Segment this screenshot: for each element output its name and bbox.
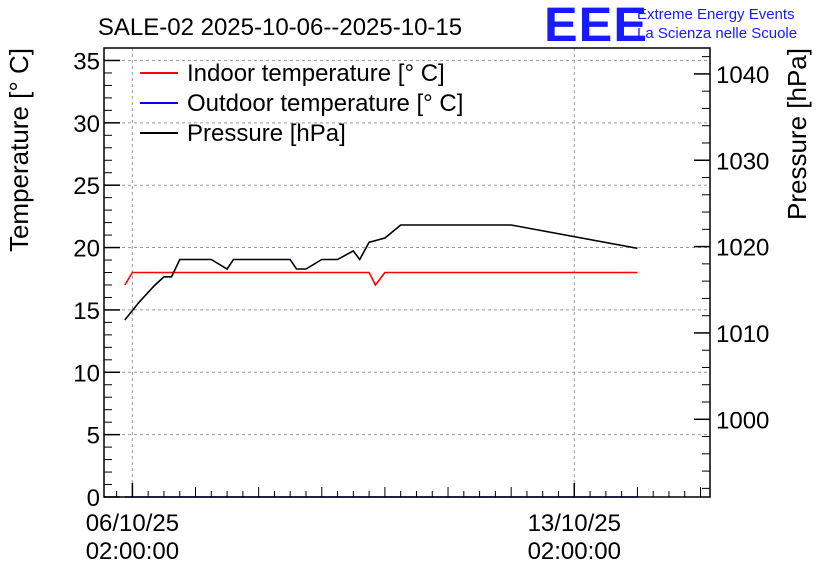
- y-tick-label: 0: [87, 485, 100, 512]
- eee-logo: EEE Extreme Energy Events La Scienza nel…: [544, 0, 834, 52]
- logo-subtitle-2: La Scienza nelle Scuole: [637, 25, 798, 42]
- y-tick-label: 5: [87, 423, 100, 450]
- series-line-2: [124, 224, 638, 321]
- y2-tick-label: 1000: [716, 407, 769, 434]
- legend-label-1: Outdoor temperature [° C]: [187, 90, 463, 117]
- series-layer: [124, 224, 638, 498]
- chart-title: SALE-02 2025-10-06--2025-10-15: [98, 14, 462, 41]
- legend: Indoor temperature [° C] Outdoor temperat…: [140, 60, 463, 147]
- y2-tick-label: 1040: [716, 62, 769, 89]
- y-tick-label: 35: [73, 48, 100, 75]
- y-tick-label: 20: [73, 236, 100, 263]
- eee-logo-mark: EEE: [544, 0, 648, 52]
- y2-tick-label: 1030: [716, 148, 769, 175]
- x-tick-label-date: 06/10/25: [86, 510, 179, 537]
- y-tick-label: 30: [73, 111, 100, 138]
- y2-tick-label: 1020: [716, 235, 769, 262]
- y-tick-label: 15: [73, 298, 100, 325]
- series-line-0: [124, 271, 638, 287]
- logo-subtitle-1: Extreme Energy Events: [637, 6, 795, 23]
- y-tick-label: 25: [73, 173, 100, 200]
- legend-label-2: Pressure [hPa]: [187, 120, 346, 147]
- x-tick-label-date: 13/10/25: [528, 510, 621, 537]
- legend-label-0: Indoor temperature [° C]: [187, 60, 445, 87]
- x-tick-label-time: 02:00:00: [86, 538, 179, 565]
- x-tick-label-time: 02:00:00: [528, 538, 621, 565]
- y-axis-label: Temperature [° C]: [4, 48, 34, 252]
- y2-tick-label: 1010: [716, 321, 769, 348]
- axes: 0 5 10 15 20 25 30 35 1000 1010 1020 1030 1040 06/10/…: [73, 47, 769, 565]
- y-tick-label: 10: [73, 360, 100, 387]
- y2-axis-label: Pressure [hPa]: [782, 48, 812, 220]
